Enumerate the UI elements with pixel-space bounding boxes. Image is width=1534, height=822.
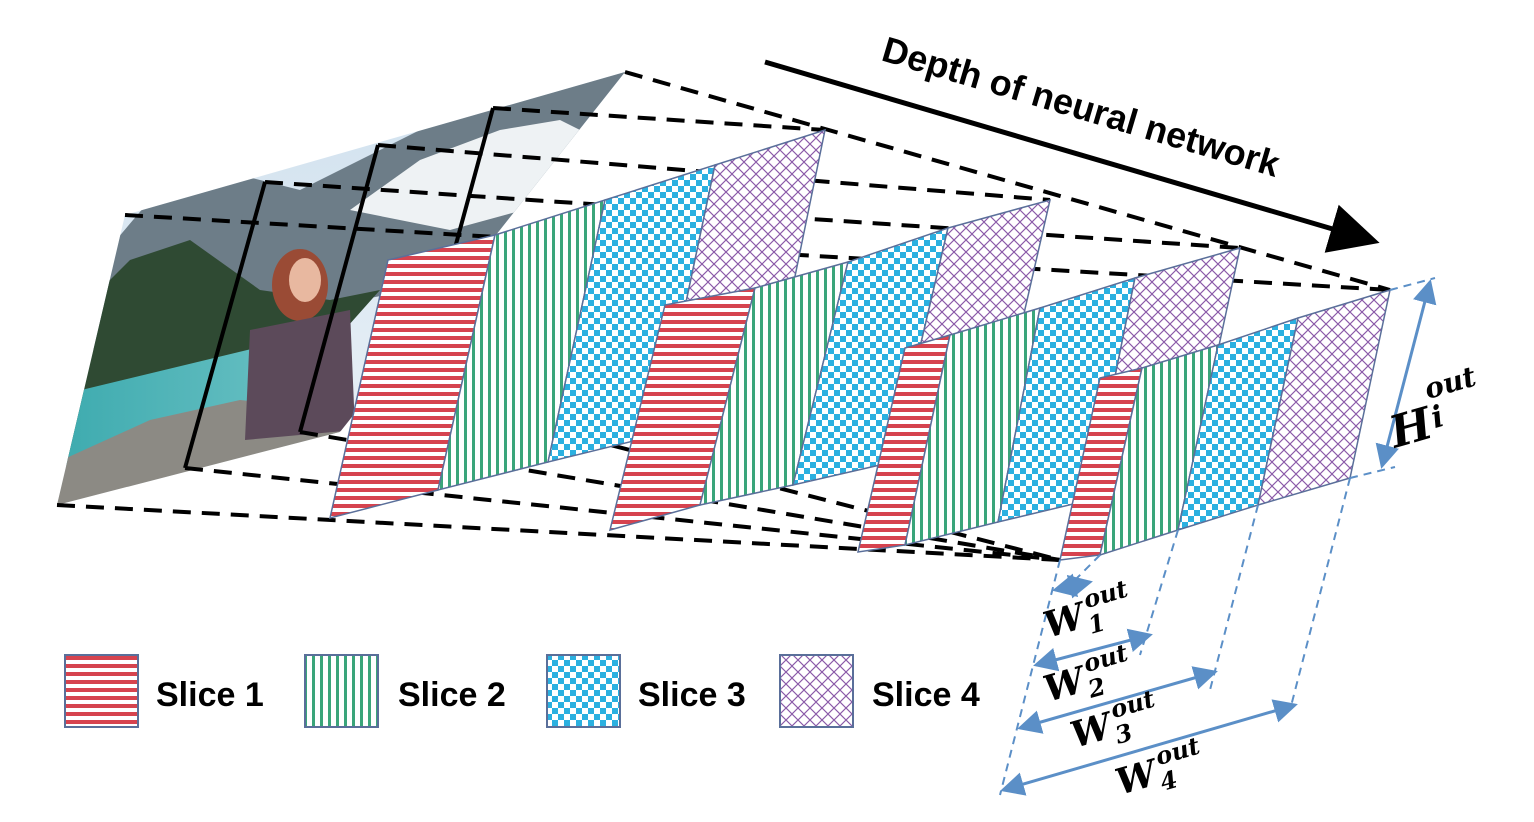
svg-text:Hiout: Hiout xyxy=(1375,360,1491,459)
legend-label-slice-3: Slice 3 xyxy=(638,676,746,714)
legend-item-slice-1: Slice 1 xyxy=(64,654,264,728)
depth-arrow xyxy=(764,59,1380,253)
svg-text:W1out: W1out xyxy=(1037,574,1138,652)
width-dimensions xyxy=(999,477,1351,796)
legend-item-slice-4: Slice 4 xyxy=(779,654,980,728)
layer-4-slices xyxy=(1059,288,1391,561)
legend-label-slice-4: Slice 4 xyxy=(872,676,980,714)
width-label-1-sup: out xyxy=(1080,574,1131,614)
width-label-4-sup: out xyxy=(1152,731,1203,771)
legend-item-slice-3: Slice 3 xyxy=(546,654,746,728)
width-label-3-sup: out xyxy=(1107,684,1158,724)
height-label: Hiout xyxy=(1375,360,1491,459)
legend-item-slice-2: Slice 2 xyxy=(304,654,506,728)
legend-label-slice-1: Slice 1 xyxy=(156,676,264,714)
legend-swatch-slice-3 xyxy=(546,654,621,728)
legend: Slice 1 Slice 2 Slice 3 Slice 4 xyxy=(64,654,980,728)
legend-swatch-slice-1 xyxy=(64,654,139,728)
legend-swatch-slice-4 xyxy=(779,654,854,728)
width-label-2-sup: out xyxy=(1080,638,1131,678)
legend-label-slice-2: Slice 2 xyxy=(398,676,506,714)
height-dimension xyxy=(1349,277,1437,479)
legend-swatch-slice-2 xyxy=(304,654,379,728)
height-label-sup: out xyxy=(1421,360,1480,406)
width-label-1: W1out xyxy=(1037,574,1138,652)
